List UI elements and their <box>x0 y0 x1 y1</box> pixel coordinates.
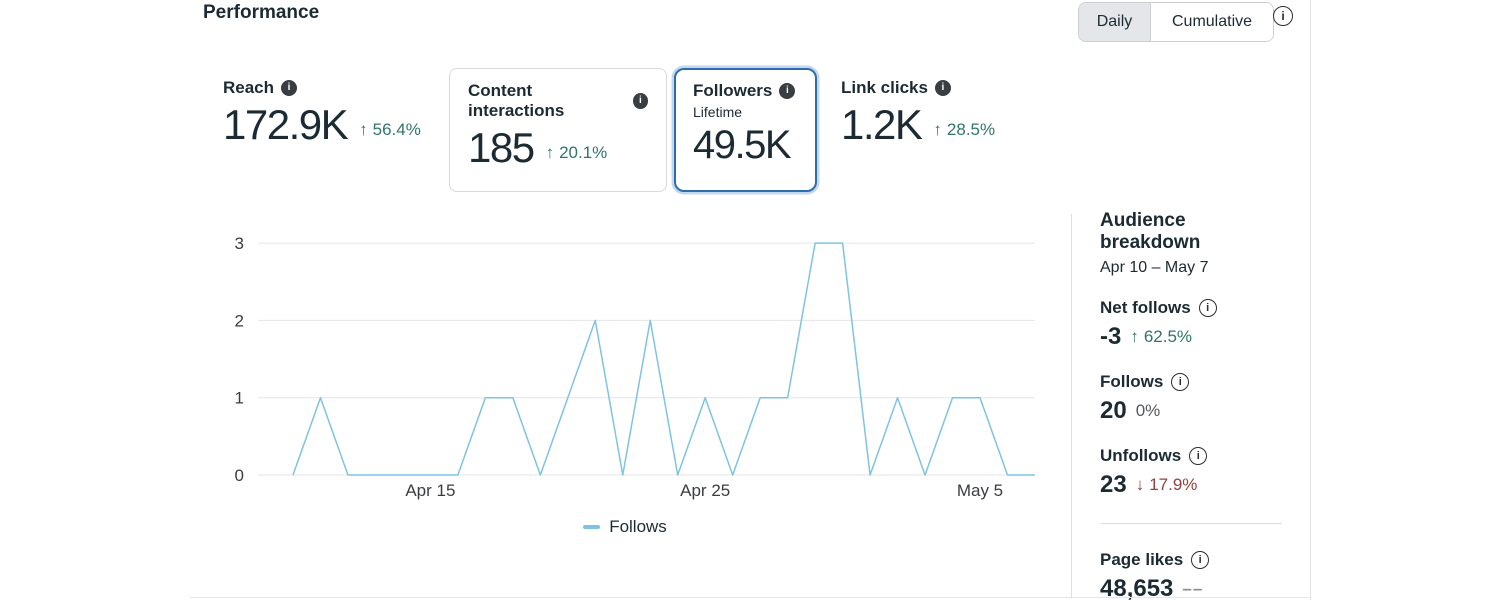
metric-reach-value: 172.9K <box>223 101 349 148</box>
content-interactions-info-icon[interactable]: i <box>632 93 648 109</box>
metric-reach-change: 56.4% <box>372 119 421 139</box>
metric-reach[interactable]: Reach i 172.9K ↑ 56.4% <box>223 78 421 150</box>
page-likes-change: –– <box>1182 579 1204 598</box>
metric-followers-sublabel: Lifetime <box>693 104 743 120</box>
follows-value: 20 <box>1100 397 1127 424</box>
metric-content-interactions[interactable]: Content interactions i 185 ↑ 20.1% <box>449 68 667 192</box>
page-likes-label: Page likes <box>1100 550 1184 569</box>
audience-date-range: Apr 10 – May 7 <box>1100 259 1209 276</box>
metric-followers[interactable]: Followers i Lifetime 49.5K <box>674 68 817 192</box>
unfollows-change: 17.9% <box>1149 475 1198 494</box>
up-arrow-icon: ↑ <box>545 142 555 162</box>
info-glyph: i <box>287 82 291 93</box>
follows-legend-label: Follows <box>609 517 667 536</box>
metric-link-clicks[interactable]: Link clicks i 1.2K ↑ 28.5% <box>841 78 995 150</box>
net-follows-change: 62.5% <box>1143 327 1193 346</box>
metric-content-interactions-label: Content interactions <box>468 81 565 120</box>
page-likes-info-icon[interactable]: i <box>1191 551 1210 569</box>
performance-info-icon[interactable]: i <box>1273 6 1293 26</box>
follows-info-icon[interactable]: i <box>1171 373 1190 391</box>
svg-text:May 5: May 5 <box>957 481 1003 500</box>
page-likes-separator <box>1100 523 1282 524</box>
info-glyph: i <box>1198 553 1202 566</box>
svg-text:3: 3 <box>235 234 244 253</box>
metric-content-interactions-value: 185 <box>468 124 535 171</box>
follows-legend-marker-icon <box>583 525 601 529</box>
svg-text:0: 0 <box>235 466 244 485</box>
content-right-border <box>1310 0 1311 600</box>
metric-followers-value: 49.5K <box>693 123 792 167</box>
up-arrow-icon: ↑ <box>1130 327 1139 346</box>
metric-followers-label: Followers <box>693 81 773 100</box>
page-likes-value: 48,653 <box>1100 575 1174 600</box>
page-title: Performance <box>203 2 320 23</box>
net-follows-label: Net follows <box>1100 298 1191 317</box>
metric-reach-label: Reach <box>223 78 275 97</box>
audience-breakdown-title: Audience breakdown <box>1100 210 1201 253</box>
unfollows-value: 23 <box>1100 471 1127 498</box>
content-bottom-border <box>190 597 1310 598</box>
svg-text:Apr 25: Apr 25 <box>680 481 730 500</box>
info-glyph: i <box>1206 301 1210 314</box>
daily-toggle-button[interactable]: Daily <box>1079 3 1151 41</box>
svg-text:2: 2 <box>235 311 244 330</box>
svg-text:Apr 15: Apr 15 <box>405 481 455 500</box>
cumulative-toggle-button[interactable]: Cumulative <box>1151 3 1273 41</box>
metric-link-clicks-label: Link clicks <box>841 78 928 97</box>
info-glyph: i <box>785 85 789 96</box>
down-arrow-icon: ↓ <box>1135 475 1145 494</box>
follows-label: Follows <box>1100 372 1164 391</box>
net-follows-info-icon[interactable]: i <box>1198 299 1217 317</box>
info-glyph: i <box>638 95 642 106</box>
chart-legend: Follows <box>200 517 1050 537</box>
audience-breakdown-panel: Audience breakdown Apr 10 – May 7 Net fo… <box>1100 210 1282 600</box>
follows-chart: 0 1 2 3 Apr 15 Apr 25 May 5 <box>235 234 1035 500</box>
link-clicks-info-icon[interactable]: i <box>934 80 951 96</box>
up-arrow-icon: ↑ <box>933 119 942 139</box>
granularity-toggle: Daily Cumulative <box>1078 2 1274 42</box>
net-follows-value: -3 <box>1100 323 1122 350</box>
info-glyph: i <box>941 82 945 93</box>
info-glyph: i <box>1178 375 1182 388</box>
up-arrow-icon: ↑ <box>359 119 368 139</box>
metric-link-clicks-change: 28.5% <box>946 119 996 139</box>
info-glyph: i <box>1196 449 1200 462</box>
metric-link-clicks-value: 1.2K <box>841 101 923 148</box>
unfollows-label: Unfollows <box>1100 446 1182 465</box>
reach-info-icon[interactable]: i <box>281 80 298 96</box>
unfollows-info-icon[interactable]: i <box>1189 447 1208 465</box>
follows-change: 0% <box>1135 401 1161 420</box>
svg-text:1: 1 <box>235 389 244 408</box>
metric-content-interactions-change: 20.1% <box>559 142 608 162</box>
followers-info-icon[interactable]: i <box>779 83 796 99</box>
sidebar-divider <box>1071 214 1072 598</box>
info-glyph: i <box>1281 9 1285 23</box>
